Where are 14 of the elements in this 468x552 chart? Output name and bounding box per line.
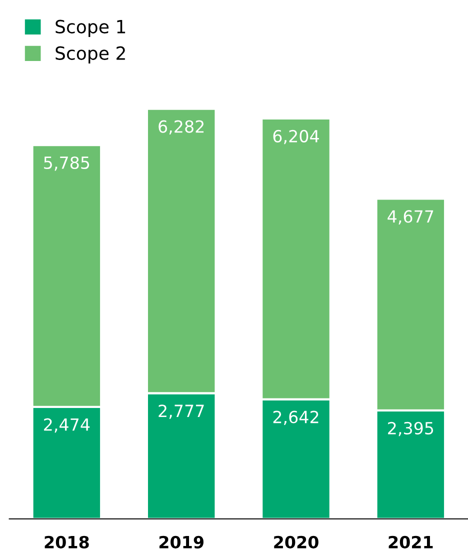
data-label: 5,785	[44, 156, 90, 171]
x-tick-label: 2019	[159, 536, 204, 548]
data-label: 4,677	[388, 210, 434, 224]
data-label: 2,474	[44, 418, 90, 433]
data-label: 2,395	[388, 422, 434, 436]
legend-label: Scope 2	[56, 46, 125, 64]
data-label: 2,642	[273, 410, 318, 425]
legend-label: Scope 1	[56, 20, 126, 37]
data-label: 6,282	[158, 120, 204, 135]
data-label: 6,204	[273, 130, 319, 144]
x-tick-label: 2018	[44, 536, 89, 548]
data-label: 2,777	[158, 404, 204, 419]
x-tick-label: 2021	[388, 536, 433, 548]
x-tick-label: 2020	[274, 536, 318, 548]
